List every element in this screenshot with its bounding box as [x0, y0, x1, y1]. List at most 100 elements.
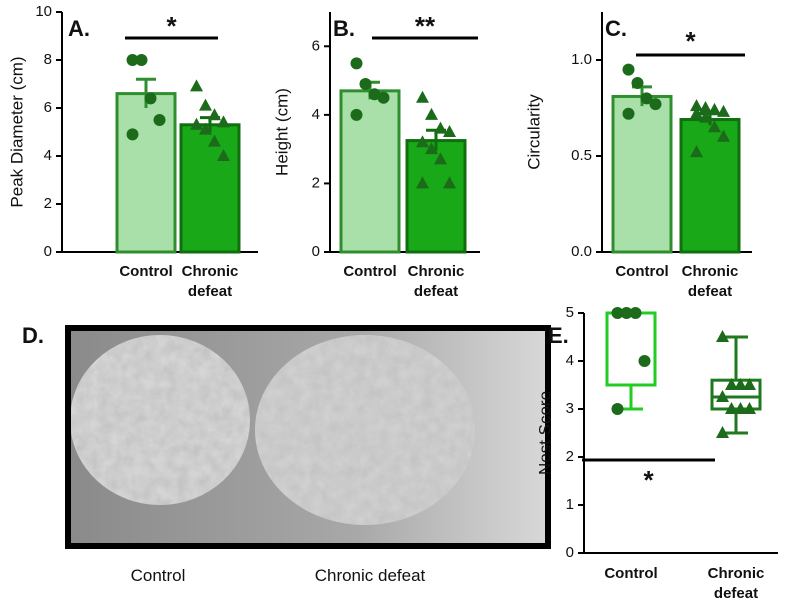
- bar: [115, 92, 177, 254]
- data-point: [631, 77, 644, 90]
- photo: [65, 325, 551, 549]
- data-point: [443, 176, 456, 189]
- data-point: [743, 378, 756, 390]
- data-point: [734, 378, 747, 390]
- x-tick-label: Control: [604, 565, 658, 582]
- significance-label: *: [643, 465, 654, 495]
- data-point: [199, 122, 212, 135]
- data-point: [708, 102, 721, 115]
- x-tick-label: Control: [343, 263, 397, 280]
- data-point: [649, 98, 662, 111]
- data-point: [716, 330, 729, 342]
- y-axis-label: Circularity: [524, 94, 543, 170]
- y-tick-label: 4: [566, 352, 574, 369]
- data-point: [135, 54, 148, 66]
- y-axis-label: Peak Diameter (cm): [7, 56, 26, 207]
- y-tick-label: 0.5: [571, 147, 592, 164]
- y-tick-label: 3: [566, 400, 574, 417]
- data-point: [690, 145, 703, 158]
- y-tick-label: 10: [35, 3, 52, 20]
- data-point: [126, 128, 139, 141]
- data-point: [190, 79, 203, 92]
- data-point: [611, 307, 624, 319]
- data-point: [640, 92, 653, 105]
- panel-label: E.: [548, 323, 569, 348]
- significance-label: *: [685, 26, 696, 56]
- panel-label: B.: [333, 16, 355, 41]
- x-tick-label: Control: [615, 263, 669, 280]
- data-point: [416, 135, 429, 148]
- data-point: [725, 378, 738, 390]
- x-tick-label: Chronic defeat: [407, 263, 465, 300]
- significance-label: **: [415, 11, 436, 41]
- data-point: [144, 92, 157, 105]
- data-point: [350, 57, 363, 70]
- data-point: [725, 402, 738, 414]
- data-point: [434, 121, 447, 134]
- photo-caption: Control: [130, 566, 186, 585]
- data-point: [443, 125, 456, 137]
- data-point: [190, 117, 203, 130]
- data-point: [622, 63, 635, 76]
- data-point: [416, 90, 429, 103]
- bar: [611, 94, 673, 254]
- data-point: [638, 355, 651, 367]
- whisker: [724, 335, 748, 381]
- x-tick-label: Chronic defeat: [707, 565, 765, 602]
- y-tick-label: 5: [566, 304, 574, 321]
- data-point: [690, 106, 703, 119]
- data-point: [199, 98, 212, 111]
- data-point: [377, 91, 390, 104]
- data-point: [699, 110, 712, 123]
- data-point: [743, 402, 756, 414]
- data-point: [434, 152, 447, 165]
- y-tick-label: 2: [44, 195, 52, 212]
- y-axis-label: Height (cm): [272, 88, 291, 176]
- data-point: [734, 402, 747, 414]
- data-point: [350, 108, 363, 121]
- y-tick-label: 2: [312, 174, 320, 191]
- data-point: [359, 78, 372, 90]
- y-tick-label: 2: [566, 448, 574, 465]
- data-point: [425, 142, 438, 155]
- error-bar: [136, 77, 156, 108]
- panel-label: A.: [68, 16, 90, 41]
- panel-label: C.: [605, 16, 627, 41]
- y-tick-label: 6: [312, 37, 320, 54]
- data-point: [716, 390, 729, 402]
- data-point: [208, 108, 221, 121]
- data-point: [717, 129, 730, 142]
- x-tick-label: Chronic defeat: [181, 263, 239, 300]
- whisker: [619, 385, 643, 411]
- y-tick-label: 4: [44, 147, 52, 164]
- data-point: [629, 307, 642, 319]
- data-point: [153, 114, 166, 126]
- y-tick-label: 1.0: [571, 51, 592, 68]
- y-tick-label: 8: [44, 51, 52, 68]
- data-point: [217, 149, 230, 161]
- y-tick-label: 1: [566, 496, 574, 513]
- y-tick-label: 0: [566, 544, 574, 561]
- significance-label: *: [166, 11, 177, 41]
- data-point: [622, 107, 635, 120]
- bar: [405, 139, 467, 254]
- data-point: [708, 120, 721, 133]
- box: [605, 311, 657, 387]
- y-tick-label: 6: [44, 99, 52, 116]
- y-tick-label: 4: [312, 106, 320, 123]
- data-point: [690, 99, 703, 112]
- bar: [679, 118, 741, 254]
- data-point: [425, 107, 438, 120]
- panel-label: D.: [22, 323, 44, 348]
- data-point: [717, 104, 730, 117]
- y-tick-label: 0: [312, 243, 320, 260]
- data-point: [611, 403, 624, 415]
- x-tick-label: Chronic defeat: [681, 263, 739, 300]
- y-axis-label: Nest Score: [535, 391, 554, 475]
- x-tick-label: Control: [119, 263, 173, 280]
- y-tick-label: 0.0: [571, 243, 592, 260]
- data-point: [716, 426, 729, 438]
- bar: [339, 89, 401, 254]
